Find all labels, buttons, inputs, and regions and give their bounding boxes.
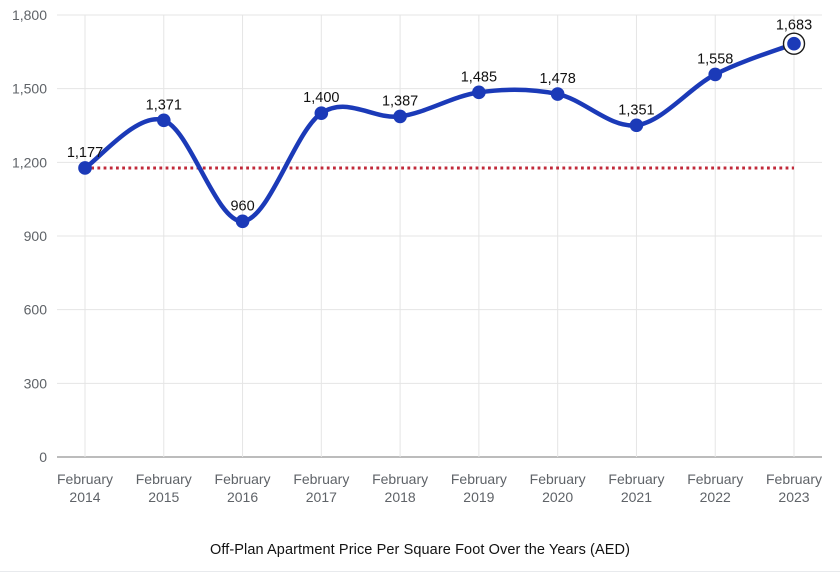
series-line [82, 41, 797, 224]
bottom-divider [0, 571, 840, 572]
x-tick-label: February 2016 [215, 471, 271, 505]
data-point-label: 1,351 [618, 102, 654, 118]
data-point-label: 1,485 [461, 69, 497, 85]
data-point-marker[interactable] [472, 85, 486, 100]
data-point-marker[interactable] [393, 109, 407, 124]
data-point-label: 1,371 [146, 97, 182, 113]
x-tick-label: February 2015 [136, 471, 192, 505]
data-point-marker[interactable] [708, 67, 723, 82]
x-tick-label: February 2019 [451, 471, 507, 505]
data-point-marker[interactable] [78, 161, 92, 175]
x-tick-label: February 2021 [608, 471, 664, 505]
x-tick-label: February 2018 [372, 471, 428, 505]
data-point-label: 1,683 [776, 18, 812, 34]
data-point-marker[interactable] [629, 118, 644, 133]
data-point-label: 1,478 [540, 71, 576, 87]
data-point-marker[interactable] [550, 87, 565, 101]
x-tick-label: February 2017 [293, 471, 349, 505]
data-point-label: 1,387 [382, 93, 418, 109]
x-tick-label: February 2014 [57, 471, 113, 505]
data-point-marker[interactable] [235, 214, 250, 229]
data-point-label: 1,177 [67, 145, 103, 161]
y-tick-label: 900 [24, 228, 48, 244]
y-tick-label: 0 [39, 449, 47, 465]
data-point-label: 960 [230, 198, 254, 214]
y-tick-label: 1,200 [12, 154, 47, 170]
y-tick-label: 300 [24, 375, 48, 391]
line-chart: 0 300 600 900 1,200 1,500 1,800 February 2014 Feb… [12, 7, 822, 505]
data-point-label: 1,558 [697, 51, 733, 67]
chart-title: Off-Plan Apartment Price Per Square Foot… [209, 542, 631, 558]
y-tick-label: 1,800 [12, 7, 47, 23]
data-point-label: 1,400 [303, 90, 339, 106]
y-tick-label: 1,500 [12, 81, 47, 97]
x-tick-label: February 2022 [687, 471, 743, 505]
x-tick-label: February 2020 [530, 471, 586, 505]
data-point-marker[interactable] [156, 113, 171, 128]
data-point-marker[interactable] [314, 106, 329, 121]
y-tick-label: 600 [24, 302, 48, 318]
data-point-marker[interactable] [787, 36, 801, 51]
x-tick-label: February 2023 [766, 471, 822, 505]
